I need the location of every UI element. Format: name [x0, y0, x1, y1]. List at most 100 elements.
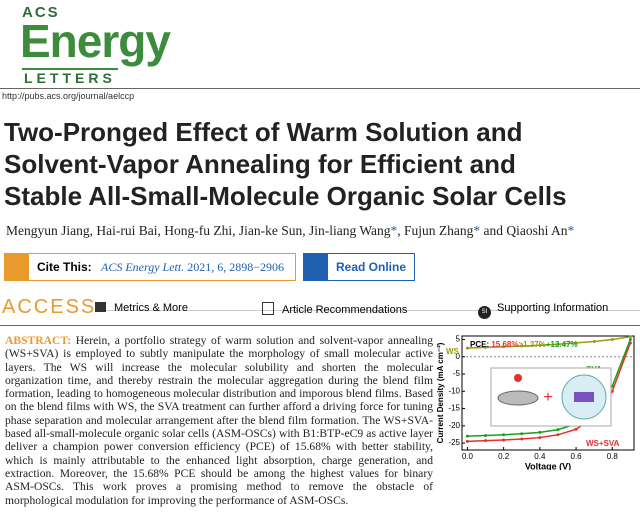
rule: [100, 310, 640, 311]
jv-point: [502, 438, 506, 442]
author: Mengyun Jiang: [6, 223, 90, 238]
x-tick-label: 0.2: [498, 452, 510, 461]
si-button[interactable]: SI Supporting Information: [478, 302, 608, 319]
pce-part: >1.37%: [518, 340, 545, 349]
citation: ACS Energy Lett. 2021, 6, 2898−2906: [101, 260, 284, 275]
jv-point: [484, 345, 488, 349]
jv-point: [502, 433, 506, 437]
x-tick-label: 0.0: [462, 452, 474, 461]
jv-point: [628, 335, 632, 339]
url[interactable]: http://pubs.acs.org/journal/aelccp: [2, 91, 135, 101]
jv-point: [556, 433, 560, 437]
jv-point: [538, 430, 542, 434]
y-tick-label: -10: [448, 386, 460, 395]
read-icon: [304, 254, 328, 280]
metrics-button[interactable]: Metrics & More: [95, 302, 188, 314]
jv-point: [520, 437, 524, 441]
y-tick-label: -20: [448, 421, 460, 430]
read-online[interactable]: Read Online: [303, 253, 415, 281]
journal: ACS Energy Lett.: [101, 260, 185, 274]
button-label: Article Recommendations: [282, 304, 408, 316]
y-tick-label: -25: [448, 438, 460, 447]
plot-frame: [461, 335, 635, 451]
pce-label: PCE: 15.68%>1.37%+13.47%: [470, 340, 578, 349]
pce-part: PCE:: [470, 340, 491, 349]
cite-icon: [5, 254, 29, 280]
jv-curve: [467, 335, 631, 349]
y-tick-label: -15: [448, 404, 460, 413]
pce-part: 15.68%: [491, 340, 518, 349]
plus: +: [543, 389, 552, 406]
authors: Mengyun Jiang, Hai-rui Bai, Hong-fu Zhi,…: [6, 223, 574, 239]
separator: ,: [397, 223, 405, 238]
jv-point: [520, 344, 524, 348]
button-label: Supporting Information: [497, 302, 609, 314]
separator: ,: [157, 223, 165, 238]
title: Two-Pronged Effect of Warm Solution and S…: [4, 116, 567, 212]
logo-bottom: LETTERS: [22, 68, 118, 86]
jv-point: [592, 340, 596, 344]
toc-graphic: 5 0 -5 -10 -15 -20 -250.0 0.2 0.4 0.6 0.8 Voltage (…: [436, 335, 635, 470]
title-line: Two-Pronged Effect of Warm Solution and: [4, 117, 523, 147]
corresponding-mark: *: [473, 223, 481, 238]
author: Hai-rui Bai: [96, 223, 158, 238]
y-tick-label: 5: [456, 335, 461, 344]
corresponding-mark: *: [390, 223, 398, 238]
jv-point: [520, 432, 524, 436]
author: Jin-liang Wang: [308, 223, 391, 238]
button-label: Metrics & More: [114, 302, 188, 314]
jv-point: [556, 428, 560, 432]
jv-point: [610, 337, 614, 341]
jv-point: [465, 434, 469, 438]
y-tick-label: -5: [453, 369, 461, 378]
cite-label: Cite This:: [37, 260, 92, 274]
icon: [95, 302, 106, 312]
y-tick-label: 0: [456, 352, 461, 361]
author: Fujun Zhang: [404, 223, 474, 238]
rule: [0, 88, 640, 89]
x-tick-label: 0.6: [571, 452, 583, 461]
abstract-text: Herein, a portfolio strategy of warm sol…: [5, 334, 433, 507]
abstract: ABSTRACT: Herein, a portfolio strategy o…: [5, 334, 433, 507]
author: Jian-ke Sun: [238, 223, 303, 238]
separator: ,: [89, 223, 97, 238]
cite-rest: 2021, 6, 2898−2906: [184, 260, 284, 274]
corresponding-mark: *: [567, 223, 575, 238]
separator: ,: [302, 223, 309, 238]
drop: [514, 374, 522, 382]
access: ACCESS: [2, 296, 97, 318]
jv-point: [465, 439, 469, 443]
cite-box[interactable]: Cite This: ACS Energy Lett. 2021, 6, 289…: [4, 253, 296, 281]
abstract-label: ABSTRACT:: [5, 334, 72, 347]
title-line: Stable All-Small-Molecule Organic Solar …: [4, 181, 567, 211]
jv-point: [556, 342, 560, 346]
jv-point: [502, 345, 506, 349]
separator: and: [480, 223, 507, 238]
jv-point: [574, 341, 578, 345]
jv-point: [610, 384, 614, 388]
jv-point: [610, 389, 614, 393]
rule: [0, 325, 640, 326]
logo-main: Energy: [20, 15, 171, 67]
jv-point: [538, 343, 542, 347]
author: Hong-fu Zhi: [164, 223, 233, 238]
recommendations-button[interactable]: Article Recommendations: [262, 302, 407, 316]
y-axis-label: Current Density (mA cm⁻²): [436, 342, 445, 443]
jv-point: [484, 439, 488, 443]
x-tick-label: 0.4: [534, 452, 546, 461]
icon: SI: [478, 306, 491, 319]
jv-point: [484, 433, 488, 437]
device: [497, 390, 539, 406]
series-label: WS: [446, 347, 460, 356]
series-label: WS+SVA: [586, 439, 620, 448]
x-tick-label: 0.8: [607, 452, 619, 461]
icon: [262, 302, 274, 315]
read-label: Read Online: [336, 260, 407, 274]
jv-point: [574, 427, 578, 431]
author: Qiaoshi An: [506, 223, 568, 238]
jv-point: [465, 346, 469, 350]
jv-point: [628, 337, 632, 341]
film: [574, 392, 594, 402]
jv-point: [538, 436, 542, 440]
